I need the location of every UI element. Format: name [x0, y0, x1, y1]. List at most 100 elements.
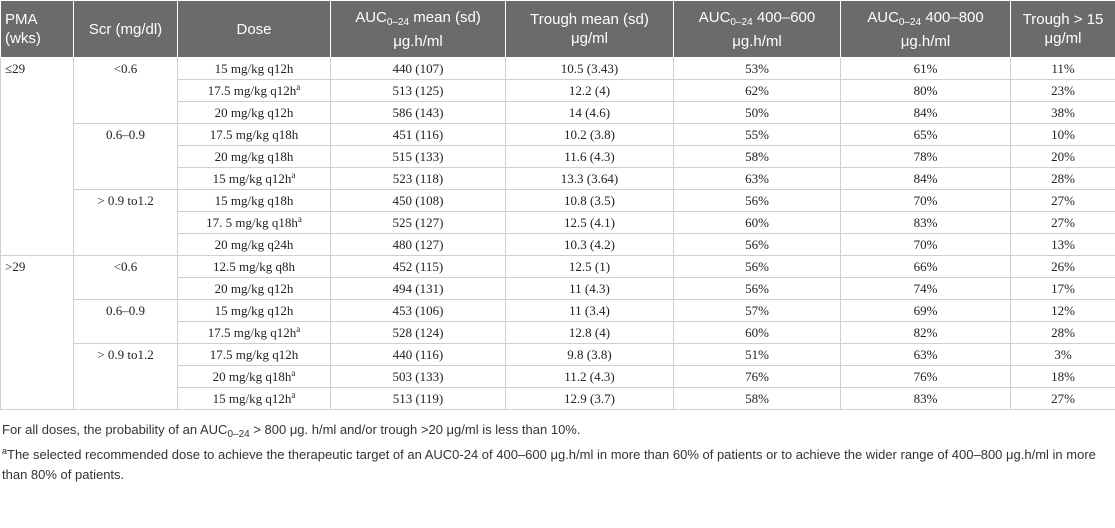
value-cell: 53% — [673, 57, 841, 80]
header-text: Trough > 15 μg/ml — [1022, 11, 1104, 47]
scr-cell: 0.6–0.9 — [73, 299, 178, 344]
value-cell: 26% — [1010, 255, 1115, 278]
value-cell: 78% — [840, 145, 1011, 168]
value-cell: 513 (125) — [330, 79, 506, 102]
value-cell: 453 (106) — [330, 299, 506, 322]
value-cell: 10% — [1010, 123, 1115, 146]
value-cell: 65% — [840, 123, 1011, 146]
value-cell: 62% — [673, 79, 841, 102]
footnotes: For all doses, the probability of an AUC… — [0, 420, 1115, 485]
value-cell: 51% — [673, 343, 841, 366]
value-cell: 27% — [1010, 387, 1115, 410]
row: >29 <0.6 12.5 mg/kg q8h 452 (115) 12.5 (1) 56… — [0, 255, 1115, 410]
table-head: PMA (wks) Scr (mg/dl) Dose AUC0–24 mean (sd… — [0, 0, 1115, 58]
dose-text: 20 mg/kg q24h — [214, 236, 294, 252]
value-cell: 10.5 (3.43) — [505, 57, 674, 80]
value-cell: 55% — [673, 123, 841, 146]
footnote-mark: a — [296, 323, 301, 334]
value-cell: 27% — [1010, 189, 1115, 212]
value-cell: 14 (4.6) — [505, 101, 674, 124]
header-cell: Dose — [177, 0, 331, 58]
value-cell: 494 (131) — [330, 277, 506, 300]
dose-text: 20 mg/kg q12h — [214, 280, 294, 296]
value-cell: 10.2 (3.8) — [505, 123, 674, 146]
dose-text: 15 mg/kg q12h — [212, 170, 292, 186]
value-cell: 80% — [840, 79, 1011, 102]
value-cell: 3% — [1010, 343, 1115, 366]
footnote-text: The selected recommended dose to achieve… — [2, 447, 1096, 482]
value-cell: 11.6 (4.3) — [505, 145, 674, 168]
row: 15 mg/kg q12ha 513 (119) 12.9 (3.7) 58% 83% 2… — [1, 387, 1115, 410]
header-text: mean (sd) μg.h/ml — [393, 8, 481, 50]
footnote-mark: a — [297, 213, 302, 224]
dose-cell: 17.5 mg/kg q12ha — [177, 321, 331, 344]
value-cell: 56% — [673, 255, 841, 278]
header-cell: AUC0–24 mean (sd) μg.h/ml — [330, 0, 506, 58]
header-text: Scr (mg/dl) — [88, 20, 163, 38]
value-cell: 84% — [840, 101, 1011, 124]
dose-cell: 15 mg/kg q12ha — [177, 387, 331, 410]
table-body: ≤29 <0.6 15 mg/kg q12h 440 (107) 10.5 (3.43)… — [0, 57, 1115, 410]
dose-text: 12.5 mg/kg q8h — [213, 258, 295, 274]
value-cell: 58% — [673, 145, 841, 168]
dose-text: 15 mg/kg q12h — [212, 390, 292, 406]
dose-cell: 17. 5 mg/kg q18ha — [177, 211, 331, 234]
value-cell: 451 (116) — [330, 123, 506, 146]
footnote-mark: a — [296, 81, 301, 92]
subscript: 0–24 — [898, 16, 922, 28]
value-cell: 76% — [673, 365, 841, 388]
scr-cell: > 0.9 to1.2 — [73, 189, 178, 256]
value-cell: 56% — [673, 233, 841, 256]
dose-text: 17.5 mg/kg q18h — [209, 126, 299, 142]
header-cell: Trough mean (sd) μg/ml — [505, 0, 674, 58]
footnote-mark: a — [2, 446, 8, 456]
dose-text: 20 mg/kg q18h — [214, 148, 294, 164]
dose-text: 15 mg/kg q12h — [214, 60, 294, 76]
value-cell: 38% — [1010, 101, 1115, 124]
value-cell: 18% — [1010, 365, 1115, 388]
value-cell: 12.9 (3.7) — [505, 387, 674, 410]
row: 20 mg/kg q24h 480 (127) 10.3 (4.2) 56% 70% 13… — [1, 233, 1115, 256]
footnote-text: > 800 μg. h/ml and/or trough >20 μg/ml i… — [249, 422, 581, 437]
dose-text: 20 mg/kg q18h — [212, 368, 292, 384]
dose-text: 17.5 mg/kg q12h — [207, 324, 297, 340]
value-cell: 13% — [1010, 233, 1115, 256]
value-cell: 28% — [1010, 321, 1115, 344]
dose-text: 17. 5 mg/kg q18h — [206, 214, 298, 230]
value-cell: 12.5 (4.1) — [505, 211, 674, 234]
value-cell: 69% — [840, 299, 1011, 322]
value-cell: 82% — [840, 321, 1011, 344]
value-cell: 12.5 (1) — [505, 255, 674, 278]
header-text: 400–800 μg.h/ml — [900, 8, 984, 50]
subscript: 0–24 — [730, 16, 753, 28]
header-text: PMA (wks) — [5, 11, 41, 47]
value-cell: 66% — [840, 255, 1011, 278]
value-cell: 9.8 (3.8) — [505, 343, 674, 366]
dose-cell: 17.5 mg/kg q18h — [177, 123, 331, 146]
value-cell: 57% — [673, 299, 841, 322]
row: > 0.9 to1.2 17.5 mg/kg q12h 440 (116) 9.8 (… — [1, 343, 1115, 410]
dose-cell: 17.5 mg/kg q12ha — [177, 79, 331, 102]
dose-cell: 15 mg/kg q12ha — [177, 167, 331, 190]
value-cell: 17% — [1010, 277, 1115, 300]
value-cell: 56% — [673, 277, 841, 300]
value-cell: 74% — [840, 277, 1011, 300]
subscript: 0–24 — [227, 429, 250, 440]
value-cell: 83% — [840, 211, 1011, 234]
value-cell: 11.2 (4.3) — [505, 365, 674, 388]
dose-text: 15 mg/kg q12h — [214, 302, 294, 318]
scr-cell: <0.6 — [73, 255, 178, 300]
footnote: For all doses, the probability of an AUC… — [2, 420, 1115, 445]
header-cell: AUC0–24 400–800 μg.h/ml — [840, 0, 1011, 58]
value-cell: 452 (115) — [330, 255, 506, 278]
row: 0.6–0.9 15 mg/kg q12h 453 (106) 11 (3.4) 57%… — [1, 299, 1115, 344]
header-text: Trough mean (sd) μg/ml — [530, 11, 649, 47]
dose-cell: 20 mg/kg q12h — [177, 101, 331, 124]
scr-cell: <0.6 — [73, 57, 178, 124]
value-cell: 586 (143) — [330, 101, 506, 124]
value-cell: 525 (127) — [330, 211, 506, 234]
subscript: 0–24 — [386, 16, 410, 28]
scr-cell: > 0.9 to1.2 — [73, 343, 178, 410]
value-cell: 58% — [673, 387, 841, 410]
value-cell: 10.8 (3.5) — [505, 189, 674, 212]
